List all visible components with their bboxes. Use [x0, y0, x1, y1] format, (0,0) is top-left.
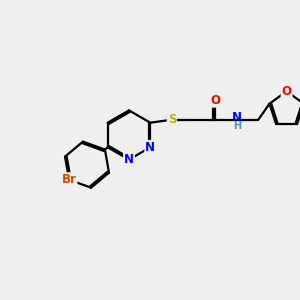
Text: N: N: [145, 141, 155, 154]
Text: N: N: [232, 111, 242, 124]
Text: S: S: [168, 113, 176, 126]
Text: O: O: [282, 85, 292, 98]
Text: H: H: [232, 121, 241, 131]
Text: N: N: [124, 153, 134, 166]
Text: O: O: [210, 94, 220, 107]
Text: Br: Br: [61, 173, 76, 186]
